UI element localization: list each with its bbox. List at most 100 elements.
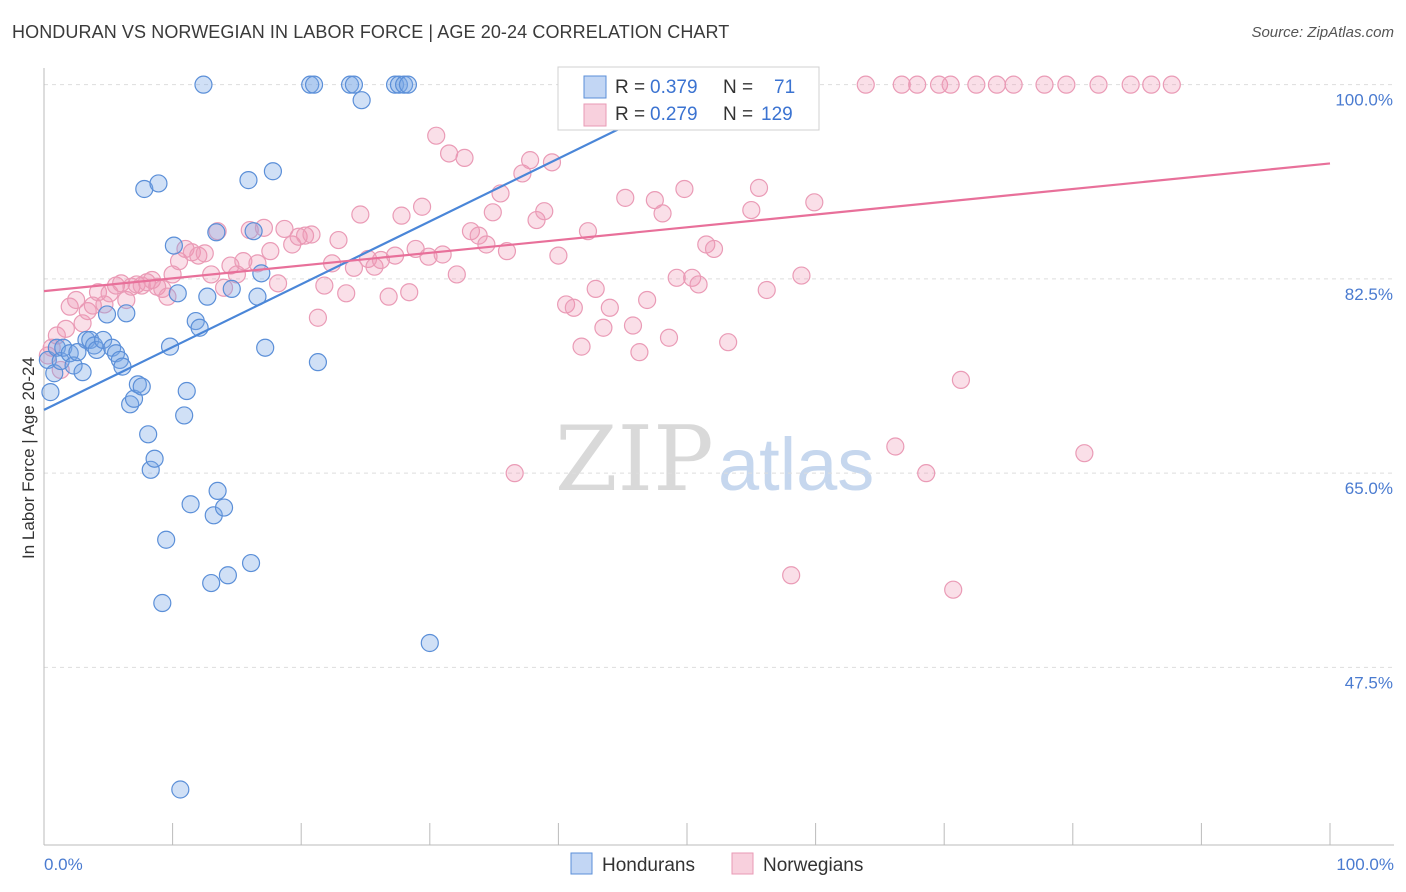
norwegian-point bbox=[412, 197, 432, 216]
y-tick-label: 47.5% bbox=[1345, 673, 1393, 692]
honduran-point bbox=[222, 279, 241, 298]
norwegian-point bbox=[564, 298, 583, 317]
legend-r-value-norwegians: 0.279 bbox=[650, 104, 698, 125]
honduran-point bbox=[239, 171, 258, 190]
bottom-legend-swatch-norwegians bbox=[731, 852, 754, 875]
norwegian-point bbox=[392, 206, 411, 225]
legend-n-value-hondurans: 71 bbox=[774, 77, 795, 98]
bottom-legend-swatch-hondurans bbox=[570, 852, 593, 875]
norwegian-point bbox=[623, 316, 643, 335]
honduran-point bbox=[41, 383, 60, 402]
norwegian-point bbox=[1162, 75, 1181, 94]
norwegian-point bbox=[917, 464, 936, 483]
norwegian-point bbox=[67, 290, 86, 310]
norwegian-point bbox=[248, 254, 267, 273]
honduran-point bbox=[97, 305, 117, 324]
norwegian-point bbox=[572, 337, 591, 356]
trend-line-hondurans bbox=[43, 94, 688, 411]
honduran-point bbox=[194, 75, 213, 94]
honduran-point bbox=[214, 498, 234, 517]
honduran-point bbox=[177, 381, 196, 401]
honduran-point bbox=[304, 75, 324, 94]
honduran-point bbox=[68, 343, 87, 362]
norwegian-point bbox=[455, 148, 474, 168]
norwegian-point bbox=[1089, 75, 1108, 94]
norwegian-point bbox=[805, 193, 824, 212]
series-legend: Hondurans Norwegians bbox=[570, 852, 863, 876]
norwegian-point bbox=[683, 268, 702, 287]
norwegian-point bbox=[951, 370, 971, 390]
honduran-point bbox=[398, 75, 418, 94]
norwegian-point bbox=[447, 265, 466, 284]
honduran-point bbox=[181, 495, 200, 514]
norwegian-point bbox=[433, 245, 452, 264]
norwegian-point bbox=[675, 179, 694, 199]
honduran-point bbox=[171, 780, 190, 799]
norwegian-point bbox=[60, 297, 79, 316]
norwegian-point bbox=[1142, 75, 1161, 94]
x-tick-label-max: 100.0% bbox=[1336, 855, 1394, 874]
legend-r-label-1: R = bbox=[615, 77, 645, 98]
honduran-point bbox=[394, 75, 414, 94]
norwegian-point bbox=[630, 343, 649, 362]
honduran-point bbox=[145, 449, 164, 468]
honduran-point bbox=[198, 287, 217, 306]
norwegian-point bbox=[1057, 75, 1076, 94]
norwegian-point bbox=[757, 280, 776, 300]
chart-title: HONDURAN VS NORWEGIAN IN LABOR FORCE | A… bbox=[12, 22, 730, 42]
norwegian-point bbox=[1121, 75, 1140, 94]
norwegian-point bbox=[158, 287, 177, 306]
honduran-point bbox=[117, 304, 136, 323]
norwegian-point bbox=[195, 244, 214, 263]
norwegian-point bbox=[208, 222, 227, 241]
y-tick-labels: 47.5% 65.0% 82.5% 100.0% bbox=[1335, 91, 1393, 693]
norwegian-point bbox=[967, 75, 986, 94]
norwegian-point bbox=[944, 580, 963, 599]
stats-legend: R = 0.379 N = 71 R = 0.279 N = 129 bbox=[557, 66, 820, 131]
honduran-point bbox=[202, 573, 221, 593]
honduran-point bbox=[153, 593, 172, 613]
honduran-point bbox=[218, 566, 237, 585]
norwegian-point bbox=[653, 204, 672, 223]
norwegian-point bbox=[941, 75, 960, 94]
norwegian-point bbox=[594, 318, 613, 337]
x-tick-marks bbox=[43, 823, 1331, 845]
honduran-point bbox=[352, 91, 371, 110]
bottom-legend-label-hondurans: Hondurans bbox=[602, 855, 695, 876]
norwegian-point bbox=[659, 328, 679, 347]
legend-n-label-1: N = bbox=[723, 77, 753, 98]
honduran-point bbox=[164, 236, 183, 255]
norwegian-point bbox=[535, 202, 554, 221]
trend-line-norwegians bbox=[43, 162, 1331, 293]
norwegian-point bbox=[371, 250, 391, 270]
honduran-point bbox=[175, 406, 194, 425]
honduran-point bbox=[132, 377, 151, 396]
norwegian-point bbox=[117, 290, 136, 310]
norwegian-point bbox=[782, 566, 801, 585]
norwegian-point bbox=[1004, 75, 1023, 94]
honduran-point bbox=[87, 340, 106, 360]
norwegian-point bbox=[638, 290, 657, 310]
norwegian-point bbox=[78, 301, 97, 321]
norwegian-point bbox=[987, 75, 1007, 94]
norwegian-point bbox=[521, 151, 540, 170]
norwegian-point bbox=[749, 178, 769, 197]
source-label: Source: ZipAtlas.com bbox=[1251, 24, 1394, 41]
honduran-point bbox=[252, 264, 271, 283]
honduran-point bbox=[256, 338, 275, 357]
honduran-point bbox=[168, 284, 187, 303]
honduran-point bbox=[420, 633, 439, 653]
x-tick-label-min: 0.0% bbox=[44, 855, 83, 874]
legend-r-value-hondurans: 0.379 bbox=[650, 77, 698, 98]
y-tick-label: 82.5% bbox=[1345, 285, 1393, 304]
honduran-point bbox=[241, 553, 261, 573]
honduran-point bbox=[139, 425, 158, 444]
honduran-point bbox=[263, 162, 283, 181]
norwegian-point bbox=[254, 218, 274, 237]
norwegian-point bbox=[719, 333, 738, 352]
norwegian-point bbox=[56, 319, 75, 338]
legend-swatch-norwegians bbox=[583, 103, 607, 127]
norwegian-point bbox=[308, 308, 328, 327]
norwegian-point bbox=[268, 274, 288, 293]
